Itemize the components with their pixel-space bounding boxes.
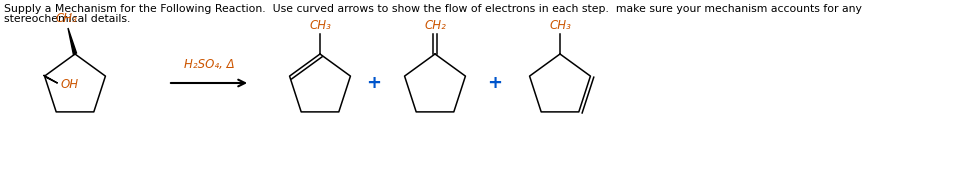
Text: CH₃: CH₃	[55, 12, 77, 25]
Text: stereochemical details.: stereochemical details.	[4, 14, 130, 24]
Polygon shape	[68, 28, 77, 55]
Text: CH₃: CH₃	[550, 19, 571, 32]
Text: CH₃: CH₃	[309, 19, 331, 32]
Text: +: +	[366, 74, 382, 92]
Text: OH: OH	[60, 78, 79, 91]
Text: CH₂: CH₂	[424, 19, 446, 32]
Text: Supply a Mechanism for the Following Reaction.  Use curved arrows to show the fl: Supply a Mechanism for the Following Rea…	[4, 4, 862, 14]
Text: +: +	[487, 74, 503, 92]
Polygon shape	[43, 75, 58, 83]
Text: H₂SO₄, Δ: H₂SO₄, Δ	[184, 58, 234, 71]
